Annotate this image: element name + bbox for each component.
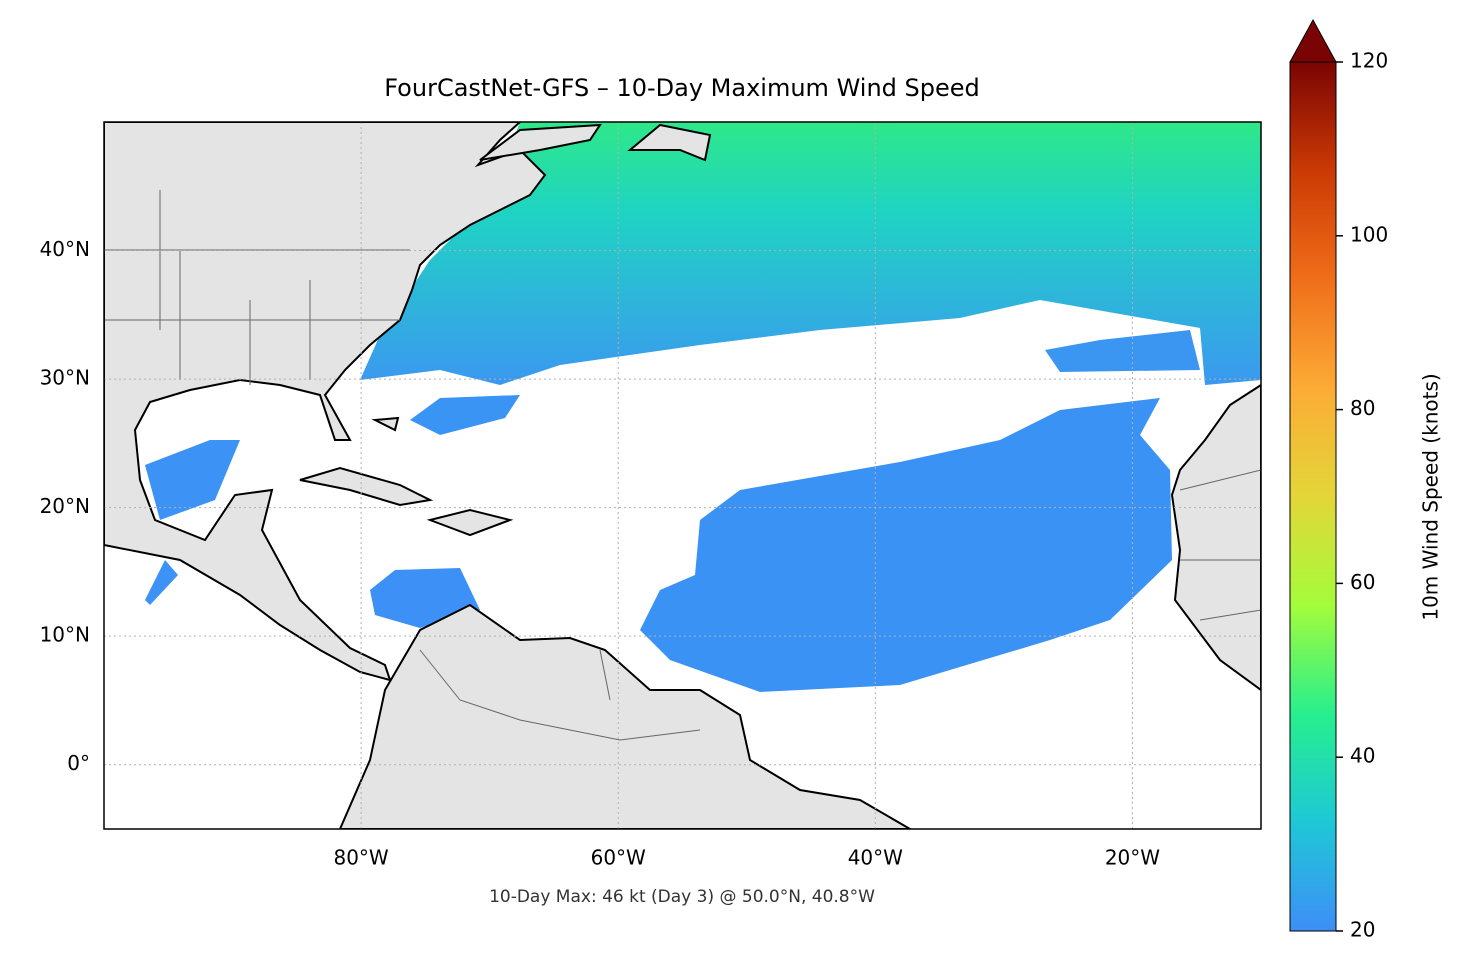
map-title: FourCastNet-GFS – 10-Day Maximum Wind Sp… [384,74,980,102]
colorbar [1289,61,1337,932]
land [338,603,912,829]
y-tick-label: 0° [67,751,90,775]
colorbar-label: 10m Wind Speed (knots) [1419,373,1443,620]
colorbar-tick-label: 100 [1350,222,1388,246]
map-area [104,122,1261,829]
x-tick-label: 40°W [848,846,903,870]
colorbar-tick-label: 20 [1350,918,1375,942]
land [104,122,547,682]
colorbar-tick-label: 60 [1350,570,1375,594]
map-frame [103,121,1262,830]
x-tick-label: 80°W [333,846,388,870]
y-tick-label: 30°N [40,366,90,390]
y-tick-label: 40°N [40,237,90,261]
wind-field [410,395,520,435]
y-tick-label: 10°N [40,623,90,647]
colorbar-extension [1289,18,1337,63]
wind-field [1045,330,1200,372]
colorbar-tick-label: 80 [1350,396,1375,420]
wind-field [640,398,1172,692]
annotation: 10-Day Max: 46 kt (Day 3) @ 50.0°N, 40.8… [489,887,875,907]
island [299,123,712,537]
y-tick-label: 20°N [40,494,90,518]
border [104,190,1261,741]
wind-field [360,122,1261,385]
wind-field [145,440,240,520]
x-tick-label: 20°W [1105,846,1160,870]
x-tick-label: 60°W [591,846,646,870]
colorbar-tick-label: 40 [1350,744,1375,768]
colorbar-tick-label: 120 [1350,49,1388,73]
